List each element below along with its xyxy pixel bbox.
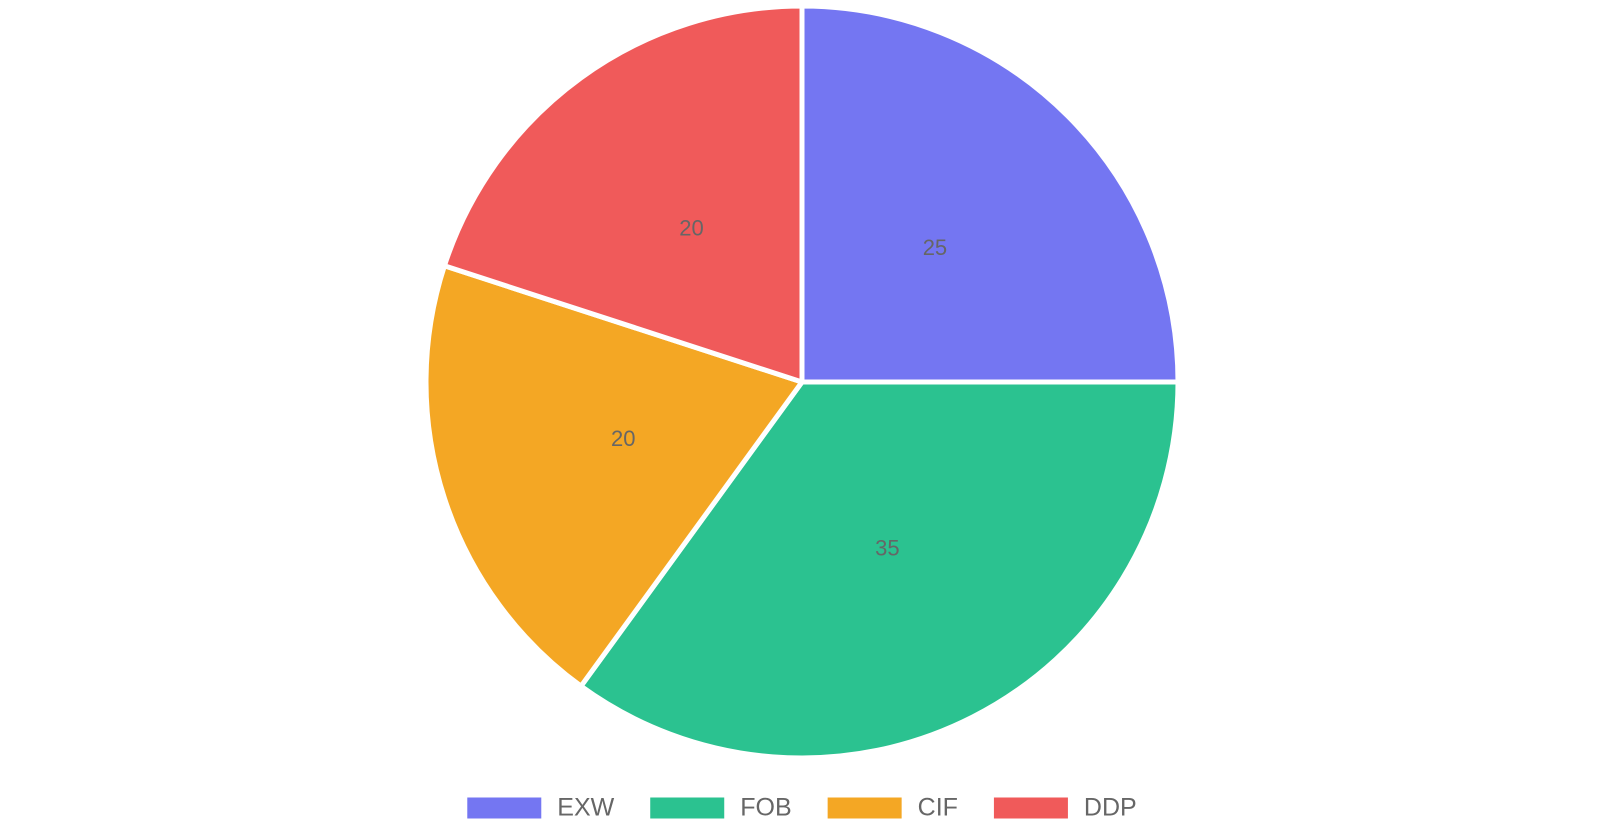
legend-label: DDP (1084, 794, 1137, 822)
pie-slice (423, 263, 805, 689)
value-label: 20 (611, 426, 635, 451)
pie-slice (441, 3, 805, 385)
pie-slice (799, 3, 1181, 385)
value-label: 35 (875, 535, 899, 560)
legend-label: EXW (557, 794, 614, 822)
legend-label: CIF (918, 794, 958, 822)
legend-swatch (467, 797, 542, 819)
legend: EXW FOB CIF DDP (467, 794, 1137, 822)
pie-slice (578, 379, 1181, 761)
value-label: 25 (923, 235, 947, 260)
value-label: 20 (679, 216, 703, 241)
legend-swatch (827, 797, 902, 819)
legend-label: FOB (740, 794, 791, 822)
legend-swatch (993, 797, 1068, 819)
legend-swatch (650, 797, 725, 819)
